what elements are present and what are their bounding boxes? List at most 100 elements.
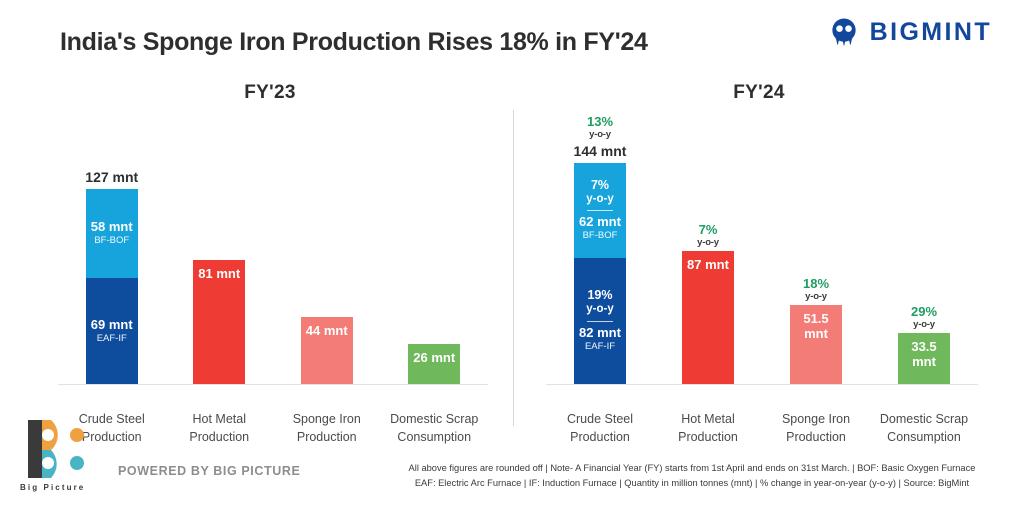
bar-column-crude-steel[interactable]: 127 mnt 58 mnt BF-BOF 69 mnt EAF-IF [62, 112, 162, 384]
yoy-sublabel: y-o-y [589, 129, 611, 141]
simple-bar[interactable]: 33.5 mnt [898, 333, 950, 384]
segment-yoy-sublabel: y-o-y [586, 192, 614, 205]
x-label-line1: Crude Steel [566, 411, 633, 426]
segment-divider-rule [587, 210, 613, 212]
x-label-line2: Production [678, 429, 738, 444]
simple-bar[interactable]: 87 mnt [682, 251, 734, 384]
x-label-domestic-scrap: Domestic Scrap Consumption [874, 410, 974, 446]
yoy-percent: 18% [802, 276, 830, 292]
x-label-line1: Domestic Scrap [390, 411, 479, 426]
bigmint-brand: BIGMINT [829, 17, 992, 47]
bar-column-sponge-iron[interactable]: 18% y-o-y 51.5 mnt [766, 112, 866, 384]
footer-note-line-2: EAF: Electric Arc Furnace | IF: Inductio… [414, 478, 970, 489]
bar-column-domestic-scrap[interactable]: 29% y-o-y 33.5 mnt [874, 112, 974, 384]
x-label-line1: Sponge Iron [781, 411, 851, 426]
x-axis-line-fy24 [546, 384, 978, 385]
x-label-line2: Production [570, 429, 630, 444]
x-label-domestic-scrap: Domestic Scrap Consumption [384, 410, 484, 446]
segment-value: 82 mnt [579, 324, 621, 340]
yoy-percent: 7% [698, 222, 718, 238]
segment-yoy-sublabel: y-o-y [586, 303, 614, 316]
bar-total-label: 144 mnt [573, 143, 627, 159]
x-label-line2: Production [81, 429, 142, 444]
x-label-hot-metal: Hot Metal Production [169, 410, 269, 446]
simple-bar[interactable]: 81 mnt [193, 260, 246, 384]
yoy-percent: 13% [586, 114, 614, 130]
bar-value-label: 87 mnt [687, 257, 729, 272]
stacked-bar[interactable]: 7% y-o-y 62 mnt BF-BOF 19% y-o-y 82 mnt … [574, 163, 626, 384]
yoy-percent: 29% [910, 304, 938, 320]
x-label-line1: Hot Metal [681, 411, 735, 426]
x-axis-labels-fy23: Crude Steel Production Hot Metal Product… [58, 410, 488, 446]
big-picture-logo: Big Picture [18, 418, 106, 492]
x-label-sponge-iron: Sponge Iron Production [766, 410, 866, 446]
yoy-annotation: 7% y-o-y [697, 223, 719, 248]
yoy-annotation: 13% y-o-y [587, 115, 613, 140]
bar-value-label: 44 mnt [305, 323, 348, 338]
big-picture-logo-icon [28, 420, 84, 478]
simple-bar[interactable]: 51.5 mnt [790, 305, 842, 384]
segment-value: 58 mnt [90, 219, 133, 235]
x-label-crude-steel: Crude Steel Production [550, 410, 650, 446]
bar-segment-eaf-if[interactable]: 19% y-o-y 82 mnt EAF-IF [574, 258, 626, 384]
bar-segment-eaf-if[interactable]: 69 mnt EAF-IF [85, 278, 138, 384]
x-label-line2: Consumption [397, 429, 472, 444]
bar-value-label: 26 mnt [413, 350, 456, 365]
bar-value-label: 51.5 mnt [803, 311, 829, 341]
big-picture-branding: Big Picture POWERED BY BIG PICTURE [18, 418, 300, 492]
bar-group-fy23: 127 mnt 58 mnt BF-BOF 69 mnt EAF-IF [58, 112, 488, 384]
bigmint-wordmark: BIGMINT [869, 17, 992, 46]
segment-divider-rule [587, 320, 613, 322]
bigmint-logo-icon [832, 18, 856, 47]
x-label-line1: Hot Metal [192, 411, 247, 426]
bar-value-label: 81 mnt [198, 266, 241, 281]
segment-yoy-percent: 19% [587, 288, 613, 303]
yoy-annotation: 29% y-o-y [911, 305, 937, 330]
yoy-sublabel: y-o-y [913, 319, 935, 331]
x-label-crude-steel: Crude Steel Production [62, 410, 162, 446]
bar-segment-bf-bof[interactable]: 58 mnt BF-BOF [85, 189, 138, 278]
yoy-sublabel: y-o-y [805, 291, 827, 303]
x-label-line1: Domestic Scrap [879, 411, 969, 426]
powered-by-label: POWERED BY BIG PICTURE [118, 464, 301, 478]
plot-area-fy23: 127 mnt 58 mnt BF-BOF 69 mnt EAF-IF [30, 112, 510, 444]
segment-sublabel: BF-BOF [582, 230, 618, 242]
footer-note-line-1: All above figures are rounded off | Note… [408, 463, 976, 473]
segment-sublabel: EAF-IF [584, 340, 616, 352]
stacked-bar[interactable]: 58 mnt BF-BOF 69 mnt EAF-IF [85, 189, 138, 384]
yoy-annotation: 18% y-o-y [803, 277, 829, 302]
bar-group-fy24: 13% y-o-y 144 mnt 7% y-o-y 62 mnt BF-BOF [546, 112, 978, 384]
bar-segment-bf-bof[interactable]: 7% y-o-y 62 mnt BF-BOF [574, 163, 626, 258]
segment-value: 62 mnt [579, 214, 621, 230]
segment-value: 69 mnt [90, 316, 133, 332]
bar-column-sponge-iron[interactable]: 44 mnt [277, 112, 377, 384]
x-label-hot-metal: Hot Metal Production [658, 410, 758, 446]
bar-column-hot-metal[interactable]: 81 mnt [169, 112, 269, 384]
x-label-line2: Production [786, 429, 846, 444]
panel-title-fy24: FY'24 [733, 82, 785, 103]
yoy-sublabel: y-o-y [697, 237, 719, 249]
panel-fy23: FY'23 127 mnt 58 mnt BF-BOF 69 mnt EAF-I… [30, 82, 510, 444]
segment-sublabel: EAF-IF [96, 332, 127, 344]
segment-yoy-percent: 7% [590, 177, 610, 192]
bar-total-label: 127 mnt [85, 169, 139, 185]
simple-bar[interactable]: 44 mnt [300, 317, 353, 384]
page-title: India's Sponge Iron Production Rises 18%… [60, 28, 648, 56]
x-label-line1: Crude Steel [78, 411, 145, 426]
x-label-line2: Consumption [887, 429, 961, 444]
bar-column-hot-metal[interactable]: 7% y-o-y 87 mnt [658, 112, 758, 384]
panel-divider [513, 110, 514, 426]
bar-column-domestic-scrap[interactable]: 26 mnt [384, 112, 484, 384]
big-picture-wordmark: Big Picture [20, 483, 86, 492]
bar-column-crude-steel[interactable]: 13% y-o-y 144 mnt 7% y-o-y 62 mnt BF-BOF [550, 112, 650, 384]
x-label-line2: Production [189, 429, 250, 444]
x-label-line1: Sponge Iron [292, 411, 361, 426]
plot-area-fy24: 13% y-o-y 144 mnt 7% y-o-y 62 mnt BF-BOF [518, 112, 1000, 444]
panel-title-fy23: FY'23 [244, 82, 296, 103]
footer-notes: All above figures are rounded off | Note… [392, 461, 992, 492]
bar-value-label: 33.5 mnt [911, 339, 937, 369]
segment-sublabel: BF-BOF [94, 235, 130, 246]
x-label-sponge-iron: Sponge Iron Production [277, 410, 377, 446]
simple-bar[interactable]: 26 mnt [408, 344, 461, 384]
